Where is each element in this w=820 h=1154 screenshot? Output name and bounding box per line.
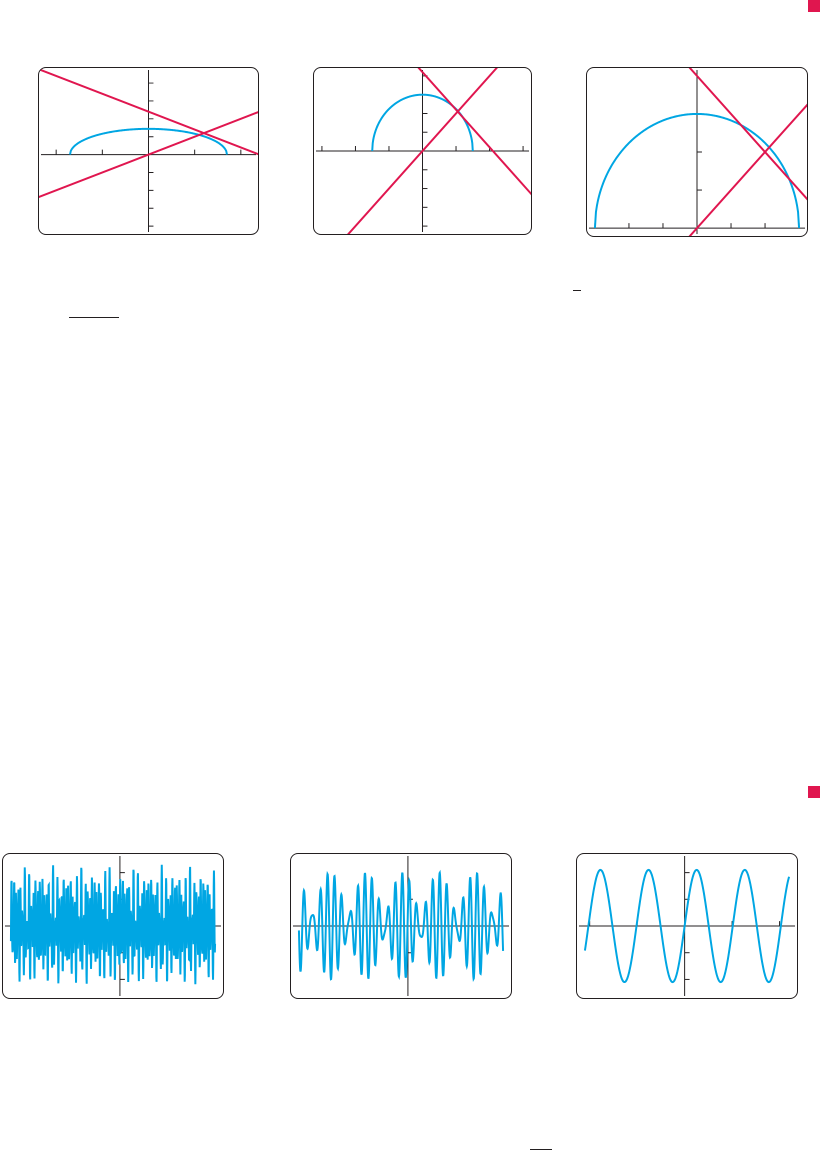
graph-plot bbox=[292, 855, 510, 997]
fraction-bar bbox=[530, 1149, 552, 1150]
line-graph bbox=[417, 68, 531, 196]
curve-graph bbox=[297, 869, 505, 982]
graph-plot bbox=[39, 68, 258, 233]
line-graph bbox=[347, 68, 498, 234]
line-graph bbox=[39, 68, 258, 156]
curve-graph bbox=[583, 868, 791, 984]
fraction-bar bbox=[573, 290, 581, 291]
section-marker bbox=[808, 0, 820, 12]
line-graph bbox=[39, 111, 258, 199]
graph-screen-noisy-wave bbox=[2, 853, 224, 999]
curve-graph bbox=[9, 864, 217, 985]
curve-graph bbox=[593, 112, 801, 229]
line-graph bbox=[688, 68, 807, 201]
graph-screen-beat-wave bbox=[290, 853, 512, 999]
line-graph bbox=[688, 103, 807, 236]
graph-screen-large-semicircle bbox=[586, 67, 808, 237]
graph-screen-semicircle-lines bbox=[313, 67, 532, 235]
graph-plot bbox=[315, 68, 531, 234]
graph-screen-sine-wave bbox=[576, 853, 798, 999]
graph-plot bbox=[588, 68, 807, 236]
graph-plot bbox=[578, 855, 796, 997]
curve-graph bbox=[69, 127, 228, 155]
graph-plot bbox=[4, 855, 222, 997]
section-marker bbox=[808, 786, 820, 798]
fraction-bar bbox=[69, 317, 119, 318]
graph-screen-ellipse-lines bbox=[38, 67, 259, 235]
